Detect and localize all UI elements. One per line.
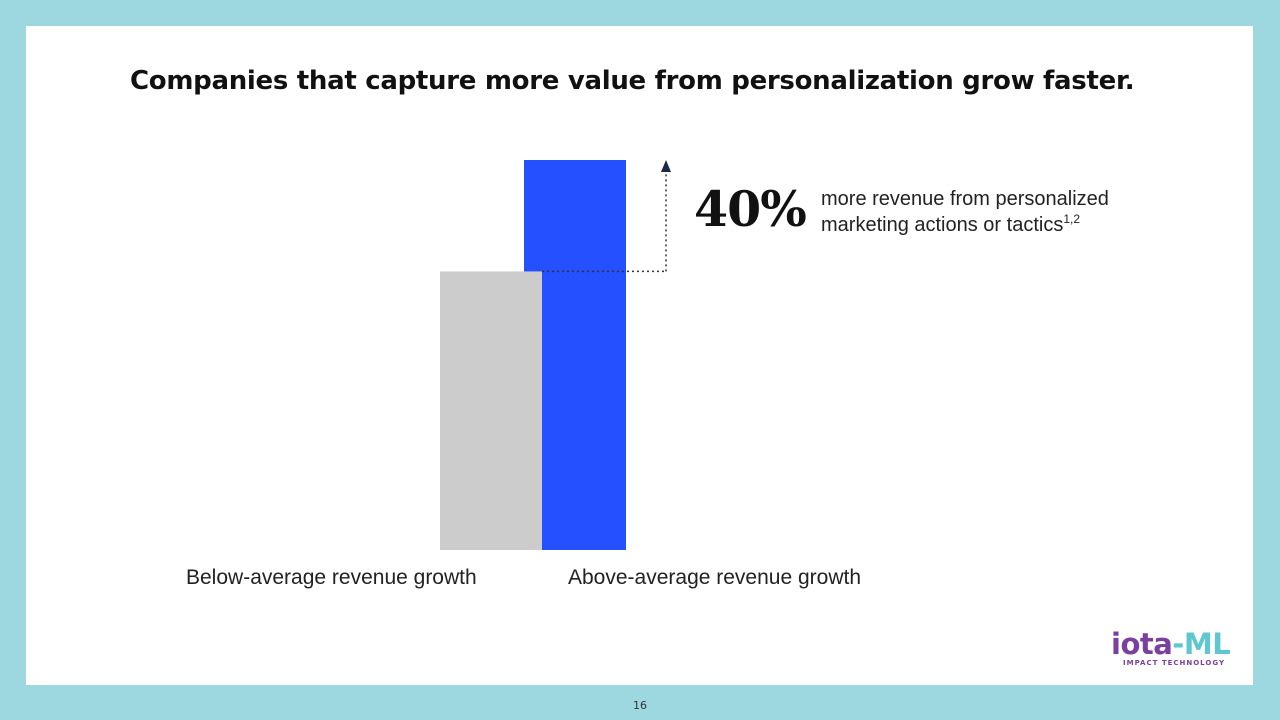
slide-title: Companies that capture more value from p…: [130, 66, 1135, 96]
arrow-up-icon: [661, 160, 671, 172]
page-number: 16: [633, 699, 647, 712]
bar-below-average: [440, 271, 542, 550]
annotation-footnote: 1,2: [1063, 212, 1081, 226]
category-label-below-average: Below-average revenue growth: [186, 566, 477, 589]
logo-part-2: -ML: [1172, 627, 1231, 661]
slide: Companies that capture more value from p…: [26, 26, 1253, 685]
annotation-line-1: more revenue from personalized: [821, 188, 1109, 210]
logo-tagline: IMPACT TECHNOLOGY: [1123, 659, 1226, 667]
brand-logo: iota-ML IMPACT TECHNOLOGY: [1111, 627, 1231, 667]
annotation-text: more revenue from personalized marketing…: [821, 186, 1109, 238]
logo-part-1: iota: [1111, 627, 1173, 661]
annotation-value: 40%: [694, 180, 807, 238]
category-label-above-average: Above-average revenue growth: [568, 566, 862, 589]
annotation-line-2: marketing actions or tactics: [821, 214, 1064, 236]
bar-chart: [440, 160, 671, 550]
